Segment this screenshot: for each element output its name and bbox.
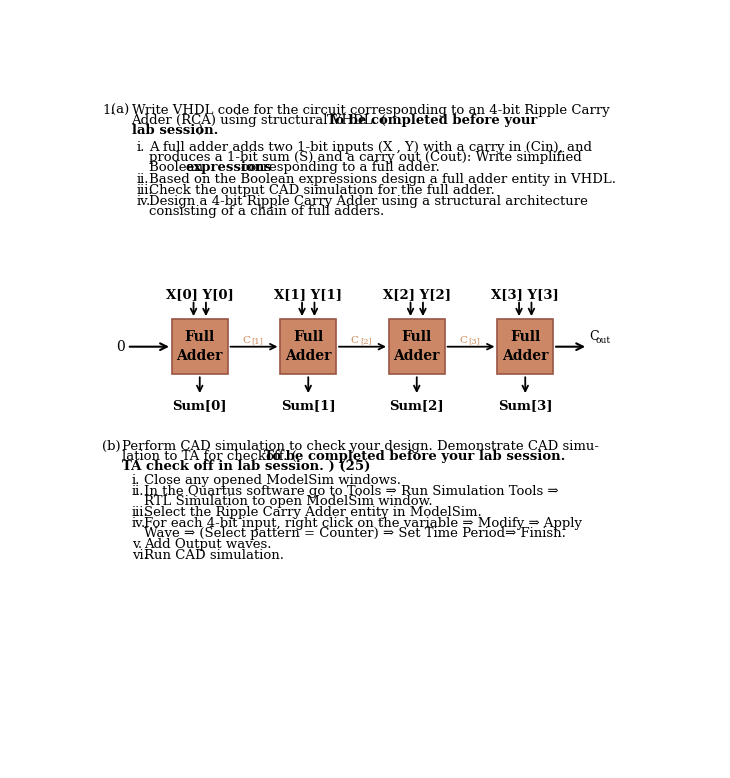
Text: In the Quartus software go to Tools ⇒ Run Simulation Tools ⇒: In the Quartus software go to Tools ⇒ Ru… — [144, 485, 558, 497]
Text: expressions: expressions — [185, 161, 272, 174]
Bar — [497, 319, 553, 374]
Text: Sum[1]: Sum[1] — [281, 399, 336, 412]
Text: Adder (RCA) using structural VHDL. (: Adder (RCA) using structural VHDL. ( — [131, 114, 387, 127]
Text: Perform CAD simulation to check your design. Demonstrate CAD simu-: Perform CAD simulation to check your des… — [122, 440, 599, 453]
Text: Based on the Boolean expressions design a full adder entity in VHDL.: Based on the Boolean expressions design … — [149, 173, 615, 187]
Bar — [280, 319, 336, 374]
Text: RTL Simulation to open ModelSim window.: RTL Simulation to open ModelSim window. — [144, 495, 433, 507]
Text: ): ) — [196, 124, 201, 137]
Text: Run CAD simulation.: Run CAD simulation. — [144, 549, 284, 562]
Text: i.: i. — [131, 474, 140, 487]
Text: Full
Adder: Full Adder — [285, 331, 331, 363]
Text: v.: v. — [131, 538, 142, 552]
Text: ii.: ii. — [131, 485, 144, 497]
Text: For each 4-bit input, right click on the variable ⇒ Modify ⇒ Apply: For each 4-bit input, right click on the… — [144, 517, 582, 530]
Text: Write VHDL code for the circuit corresponding to an 4-bit Ripple Carry: Write VHDL code for the circuit correspo… — [131, 104, 610, 117]
Text: C: C — [590, 330, 599, 343]
Text: X[0] Y[0]: X[0] Y[0] — [166, 288, 234, 301]
Text: Boolean: Boolean — [149, 161, 207, 174]
Text: To be completed before your lab session.: To be completed before your lab session. — [264, 450, 566, 463]
Text: iv.: iv. — [137, 195, 150, 208]
Text: iii.: iii. — [131, 506, 148, 519]
Text: Full
Adder: Full Adder — [177, 331, 223, 363]
Text: corresponding to a full adder.: corresponding to a full adder. — [241, 161, 439, 174]
Text: lation to TA for checkoff. (: lation to TA for checkoff. ( — [122, 450, 297, 463]
Text: X[3] Y[3]: X[3] Y[3] — [491, 288, 559, 301]
Text: Check the output CAD simulation for the full adder.: Check the output CAD simulation for the … — [149, 184, 494, 197]
Text: Wave ⇒ (Select pattern = Counter) ⇒ Set Time Period⇒ Finish.: Wave ⇒ (Select pattern = Counter) ⇒ Set … — [144, 527, 566, 540]
Text: consisting of a chain of full adders.: consisting of a chain of full adders. — [149, 205, 384, 218]
Text: A full adder adds two 1-bit inputs (X , Y) with a carry in (Cin), and: A full adder adds two 1-bit inputs (X , … — [149, 141, 591, 154]
Text: Design a 4-bit Ripple Carry Adder using a structural architecture: Design a 4-bit Ripple Carry Adder using … — [149, 195, 588, 208]
Text: TA check off in lab session. ) (25): TA check off in lab session. ) (25) — [122, 460, 371, 473]
Text: out: out — [596, 336, 611, 345]
Text: Full
Adder: Full Adder — [502, 331, 548, 363]
Text: (b): (b) — [102, 440, 120, 453]
Text: [3]: [3] — [469, 337, 480, 345]
Text: Sum[0]: Sum[0] — [172, 399, 227, 412]
Text: Sum[3]: Sum[3] — [498, 399, 553, 412]
Bar — [172, 319, 228, 374]
Text: ii.: ii. — [137, 173, 149, 187]
Text: i.: i. — [137, 141, 145, 154]
Bar — [389, 319, 445, 374]
Text: X[1] Y[1]: X[1] Y[1] — [274, 288, 342, 301]
Text: C: C — [459, 336, 467, 345]
Text: Sum[2]: Sum[2] — [389, 399, 444, 412]
Text: (a): (a) — [112, 104, 130, 117]
Text: vi.: vi. — [131, 549, 147, 562]
Text: Full
Adder: Full Adder — [393, 331, 440, 363]
Text: [2]: [2] — [360, 337, 372, 345]
Text: Close any opened ModelSim windows.: Close any opened ModelSim windows. — [144, 474, 401, 487]
Text: Select the Ripple Carry Adder entity in ModelSim.: Select the Ripple Carry Adder entity in … — [144, 506, 482, 519]
Text: 0: 0 — [116, 340, 125, 354]
Text: C: C — [350, 336, 358, 345]
Text: 1.: 1. — [102, 104, 115, 117]
Text: lab session.: lab session. — [131, 124, 218, 137]
Text: [1]: [1] — [252, 337, 264, 345]
Text: Add Output waves.: Add Output waves. — [144, 538, 272, 552]
Text: produces a 1-bit sum (S) and a carry out (Cout): Write simplified: produces a 1-bit sum (S) and a carry out… — [149, 151, 581, 164]
Text: X[2] Y[2]: X[2] Y[2] — [383, 288, 450, 301]
Text: iv.: iv. — [131, 517, 146, 530]
Text: To be completed before your: To be completed before your — [327, 114, 537, 127]
Text: C: C — [242, 336, 250, 345]
Text: iii.: iii. — [137, 184, 153, 197]
